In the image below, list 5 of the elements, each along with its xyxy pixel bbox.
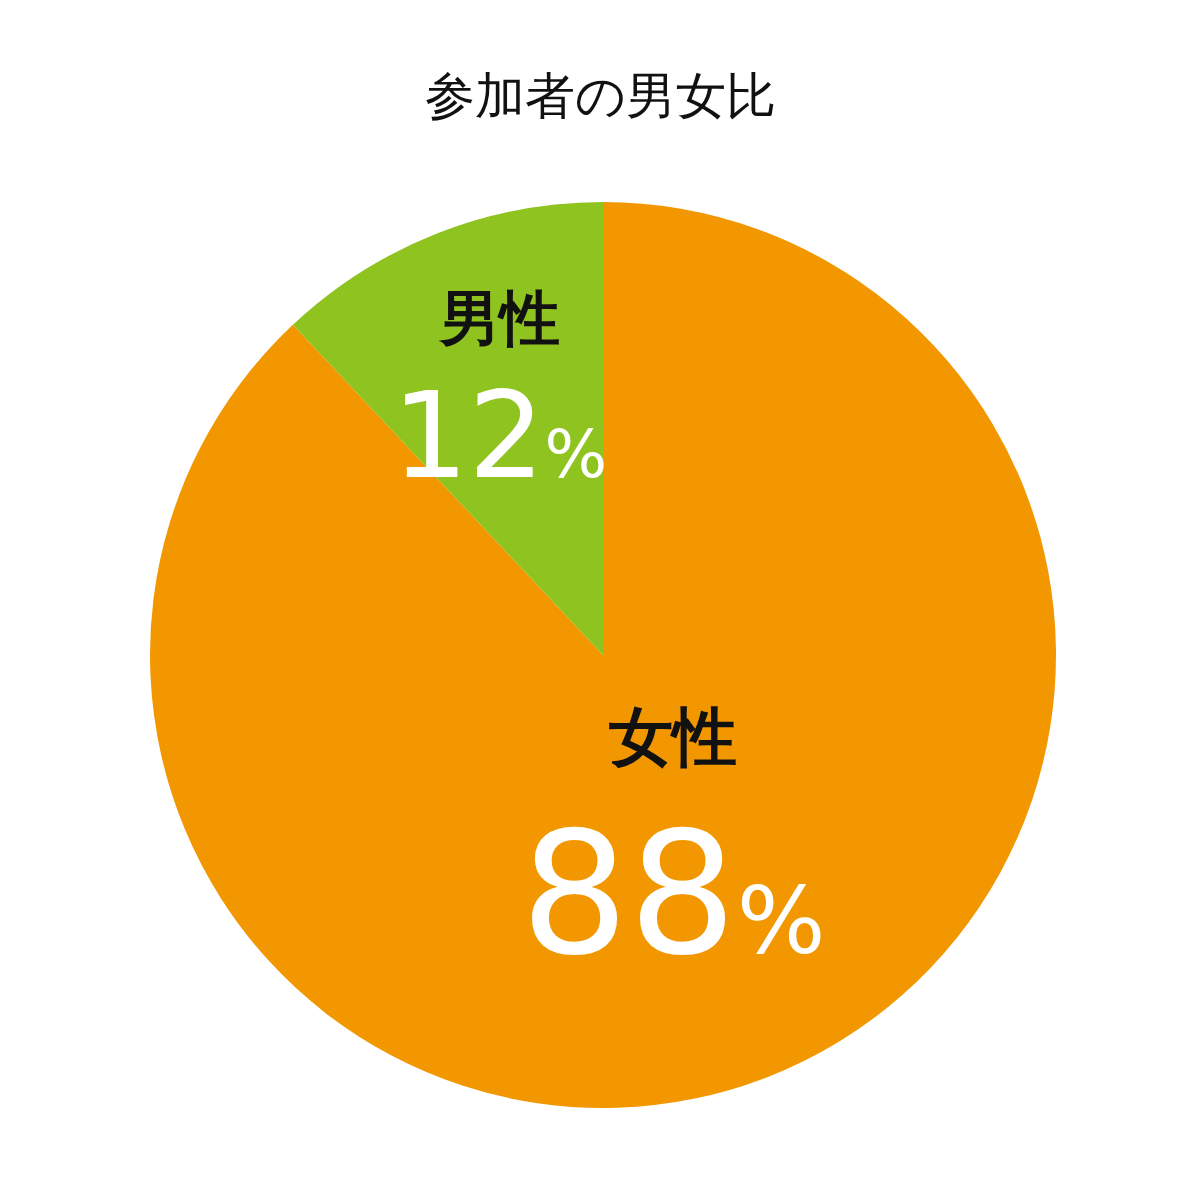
data-label: 12% [391, 366, 608, 506]
slice-label: 女性 [609, 699, 738, 774]
data-label: 88% [520, 795, 826, 994]
chart-title: 参加者の男女比 [424, 66, 776, 125]
slice-label: 男性 [437, 283, 560, 354]
